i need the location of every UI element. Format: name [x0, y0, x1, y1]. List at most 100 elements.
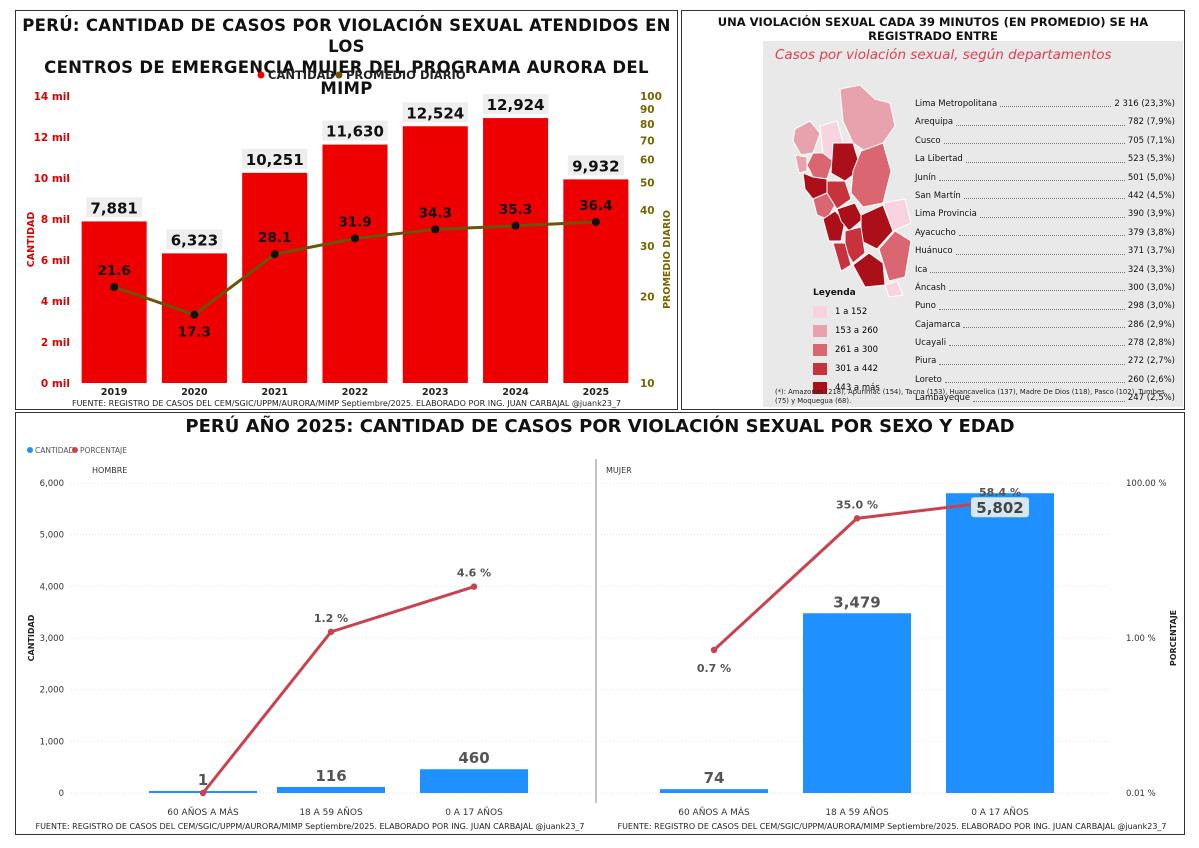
- x-tick-label: 0 A 17 AÑOS: [971, 807, 1029, 818]
- bar-cantidad: [81, 221, 147, 383]
- map-title-line1: UNA VIOLACIÓN SEXUAL CADA 39 MINUTOS (EN…: [717, 15, 1149, 43]
- bar-label-bg: [322, 120, 388, 141]
- dotted-leader: [930, 261, 1125, 273]
- dotted-leader: [973, 389, 1125, 402]
- y-tick-label: 4,000: [40, 582, 64, 592]
- bar-value-label: 12,524: [406, 104, 464, 122]
- legend-promedio-label: PROMEDIO DIARIO: [346, 68, 466, 82]
- bar-value-label: 1: [198, 771, 208, 789]
- department-value: 2 316 (23,3%): [1114, 99, 1175, 109]
- y2-tick-label: 20: [640, 292, 655, 304]
- map-footnote: (*): Amazonas (218), Apurímac (154), Tac…: [775, 388, 1165, 405]
- department-row: Loreto 260 (2,6%): [915, 371, 1175, 389]
- bar-cantidad: [242, 172, 308, 383]
- map-legend-title: Leyenda: [813, 288, 856, 298]
- department-value: 523 (5,3%): [1127, 154, 1175, 165]
- department-value: 298 (3,0%): [1127, 301, 1175, 312]
- department-name: Arequipa: [915, 117, 954, 128]
- department-value: 442 (4,5%): [1127, 190, 1175, 201]
- y-tick-label: 0 mil: [41, 378, 70, 390]
- department-name: Lima Metropolitana: [915, 99, 998, 109]
- bar-value-label: 9,932: [572, 157, 619, 175]
- line-value-label: 28.1: [258, 230, 291, 246]
- legend-swatch: [813, 381, 827, 394]
- dotted-leader: [958, 224, 1125, 237]
- map-region-loreto: [839, 84, 896, 152]
- dotted-leader: [956, 113, 1125, 126]
- legend-porcentaje-label: PORCENTAJE: [80, 446, 127, 455]
- line-value-label: 58.4 %: [979, 486, 1021, 499]
- x-tick-label: 2022: [342, 387, 368, 398]
- department-row: Lambayeque 247 (2,5%): [915, 389, 1175, 407]
- bar-cantidad: [563, 179, 629, 383]
- yearly-chart-panel: PERÚ: CANTIDAD DE CASOS POR VIOLACIÓN SE…: [15, 10, 678, 410]
- bar-value-label: 460: [458, 749, 489, 767]
- bar-label-bg: [402, 102, 469, 123]
- line-point: [710, 646, 718, 654]
- department-name: Junín: [915, 172, 937, 183]
- department-name: Huánuco: [915, 246, 953, 257]
- line-point: [511, 221, 520, 230]
- department-row: Ucayali 278 (2,8%): [915, 334, 1175, 352]
- x-tick-label: 2023: [422, 387, 448, 398]
- bar-value-label: 6,323: [171, 231, 218, 249]
- legend-row: 301 a 442: [813, 359, 903, 378]
- map-subtitle: Casos por violación sexual, según depart…: [775, 47, 1112, 63]
- department-row: Cusco 705 (7,1%): [915, 132, 1175, 150]
- line-value-label: 17.3: [178, 325, 211, 341]
- yearly-source: FUENTE: REGISTRO DE CASOS DEL CEM/SGIC/U…: [71, 399, 622, 408]
- y-tick-label: 0: [59, 789, 64, 799]
- legend-row: 261 a 300: [813, 340, 903, 359]
- bar-value-label: 5,802: [976, 499, 1023, 517]
- department-value: 278 (2,8%): [1127, 338, 1175, 349]
- legend-cantidad-dot: [27, 447, 33, 453]
- map-region-madre-de-dios: [882, 198, 912, 232]
- map-region-junin: [836, 202, 864, 232]
- dotted-leader: [939, 352, 1125, 365]
- x-tick-label: 2021: [261, 387, 287, 398]
- department-value: 379 (3,8%): [1127, 227, 1175, 238]
- y-tick-label: 12 mil: [34, 132, 70, 144]
- line-value-label: 0.7 %: [697, 662, 731, 675]
- department-name: Puno: [915, 301, 936, 312]
- department-name: Cajamarca: [915, 319, 961, 330]
- bar-value-label: 11,630: [326, 123, 384, 141]
- y-tick-label: 10 mil: [34, 173, 70, 185]
- department-row: Ayacucho 379 (3,8%): [915, 224, 1175, 242]
- department-row: Áncash 300 (3,0%): [915, 279, 1175, 297]
- panel-label-hombre: HOMBRE: [92, 466, 127, 475]
- x-tick-label: 2019: [101, 387, 127, 398]
- legend-label: 1 a 152: [835, 306, 868, 317]
- y2-tick-label: 80: [640, 119, 655, 131]
- department-value: 371 (3,7%): [1127, 246, 1175, 257]
- legend-swatch: [813, 343, 827, 356]
- y2-tick-label: 70: [640, 135, 655, 147]
- legend-label: 153 a 260: [835, 325, 879, 336]
- department-value: 260 (2,6%): [1127, 374, 1175, 385]
- department-row: San Martín 442 (4,5%): [915, 187, 1175, 205]
- bar-label-bg: [241, 148, 308, 169]
- department-name: Loreto: [915, 374, 942, 385]
- legend-label: 301 a 442: [835, 363, 879, 374]
- yearly-chart: CANTIDAD PROMEDIO DIARIO 0 mil 2 mil 4 mil 6 …: [26, 68, 673, 398]
- line-point: [591, 217, 600, 226]
- yearly-chart-title: PERÚ: CANTIDAD DE CASOS POR VIOLACIÓN SE…: [16, 15, 677, 99]
- y-tick-label: 6,000: [40, 479, 64, 489]
- bar-label-bg: [482, 94, 549, 115]
- department-name: Piura: [915, 356, 937, 367]
- map-region-ica: [832, 242, 852, 272]
- line-value-label: 36.4: [579, 198, 612, 214]
- y2-tick-label: 10: [640, 378, 655, 390]
- line-point: [199, 789, 207, 797]
- y2-tick-label: 50: [640, 177, 655, 189]
- bar-value-label: 7,881: [90, 199, 137, 217]
- department-row: Cajamarca 286 (2,9%): [915, 316, 1175, 334]
- line-value-label: 1.2 %: [314, 612, 348, 625]
- legend-cantidad-label: CANTIDAD: [35, 446, 75, 455]
- map-region-lima: [822, 210, 846, 242]
- y2-tick-label: 100: [640, 91, 662, 103]
- map-region-ancash: [812, 192, 836, 220]
- department-name: Cusco: [915, 135, 941, 146]
- y2-tick-label: 30: [640, 241, 655, 253]
- bar-label-bg: [166, 229, 223, 250]
